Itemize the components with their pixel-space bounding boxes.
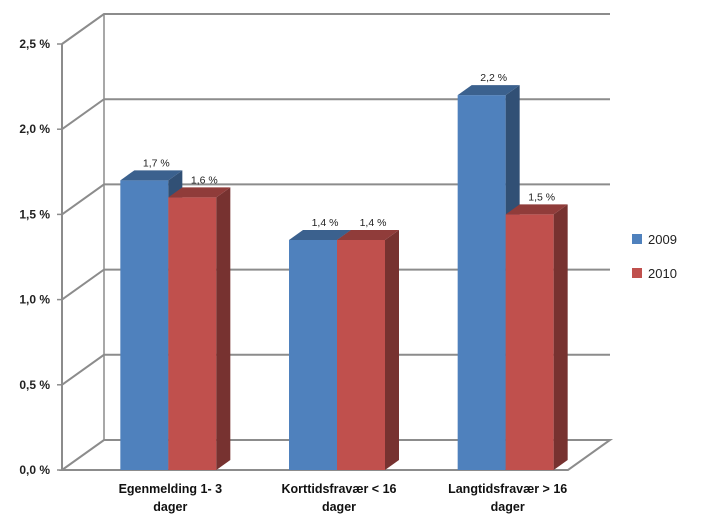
floor <box>58 439 614 471</box>
y-tick-label: 1,5 % <box>19 207 50 221</box>
bar-top <box>337 229 399 240</box>
data-label: 1,7 % <box>143 157 170 169</box>
x-tick-label-line: dager <box>153 500 187 514</box>
data-label: 1,4 % <box>312 217 339 229</box>
x-tick-label: Korttidsfravær < 16 dager <box>282 482 397 514</box>
data-label: 1,4 % <box>360 217 387 229</box>
y-axis: 0,0 % 0,5 % 1,0 % 1,5 % 2,0 % 2,5 % <box>19 37 62 477</box>
legend-label-2009: 2009 <box>648 232 677 247</box>
x-tick-label-line: dager <box>322 500 356 514</box>
gridline <box>61 13 610 45</box>
y-tick-label: 0,0 % <box>19 463 50 477</box>
legend-swatch-2009 <box>632 234 642 244</box>
x-tick-label: Egenmelding 1- 3 dager <box>119 482 223 514</box>
y-tick-label: 2,5 % <box>19 37 50 51</box>
gridline <box>61 183 610 216</box>
data-label: 2,2 % <box>480 72 507 84</box>
bar-front <box>120 180 169 470</box>
x-tick-label-line: Langtidsfravær > 16 <box>448 482 567 496</box>
y-tick-label: 0,5 % <box>19 378 50 392</box>
gridline <box>61 98 610 131</box>
bar-2010-1 <box>337 229 399 470</box>
gridlines <box>58 13 614 471</box>
legend-label-2010: 2010 <box>648 266 677 281</box>
y-tick-label: 2,0 % <box>19 122 50 136</box>
data-label: 1,6 % <box>191 174 218 186</box>
bar-top <box>289 229 351 240</box>
bar-front <box>457 95 506 471</box>
bar-2009-2 <box>457 85 520 471</box>
x-tick-label: Langtidsfravær > 16 dager <box>448 482 567 514</box>
legend: 2009 2010 <box>632 232 677 281</box>
bars: 1,7 % 1,6 % 1,4 % 1,4 % 2,2 % 1,5 % <box>120 72 568 471</box>
bar-top <box>505 204 568 215</box>
bar-front <box>337 239 385 470</box>
legend-swatch-2010 <box>632 268 642 278</box>
x-tick-label-line: dager <box>491 500 525 514</box>
bar-front <box>168 197 217 471</box>
bar-side <box>385 229 399 470</box>
bar-top <box>120 170 183 181</box>
x-tick-label-line: Korttidsfravær < 16 <box>282 482 397 496</box>
bar-side <box>553 204 568 470</box>
gridline <box>61 268 610 301</box>
bar-front <box>289 239 337 470</box>
bar-side <box>216 187 231 471</box>
bar-top <box>457 85 520 96</box>
x-tick-label-line: Egenmelding 1- 3 <box>119 482 223 496</box>
gridline <box>61 353 610 386</box>
data-label: 1,5 % <box>528 191 555 203</box>
bar-top <box>168 187 231 198</box>
bar-2010-2 <box>505 204 568 470</box>
y-tick-label: 1,0 % <box>19 293 50 307</box>
bar-front <box>505 214 554 470</box>
bar-2010-0 <box>168 187 231 471</box>
